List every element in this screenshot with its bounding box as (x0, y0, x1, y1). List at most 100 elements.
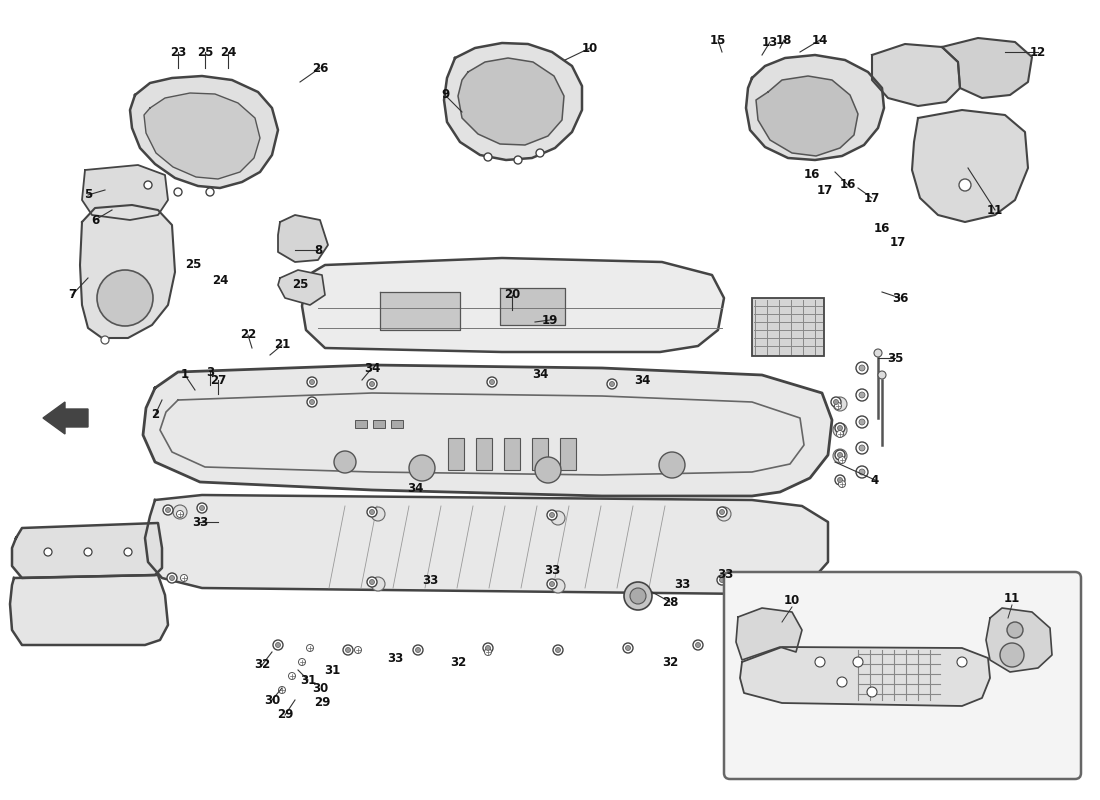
Polygon shape (912, 110, 1028, 222)
Circle shape (273, 640, 283, 650)
Circle shape (167, 573, 177, 583)
Circle shape (309, 399, 315, 405)
Circle shape (717, 575, 727, 585)
Polygon shape (872, 44, 960, 106)
Text: 33: 33 (422, 574, 438, 586)
Circle shape (959, 179, 971, 191)
Text: 33: 33 (543, 563, 560, 577)
Circle shape (836, 430, 844, 438)
Polygon shape (458, 58, 564, 145)
Circle shape (288, 673, 296, 679)
Text: 4: 4 (871, 474, 879, 486)
Circle shape (856, 362, 868, 374)
Circle shape (371, 507, 385, 521)
Circle shape (719, 510, 725, 514)
Circle shape (275, 642, 280, 647)
Circle shape (124, 548, 132, 556)
Bar (752, 298, 824, 356)
Text: 13: 13 (762, 35, 778, 49)
Circle shape (370, 579, 374, 585)
Text: 2: 2 (151, 409, 160, 422)
Circle shape (626, 646, 630, 650)
Text: 6: 6 (91, 214, 99, 226)
Text: 9: 9 (441, 89, 449, 102)
Circle shape (370, 382, 374, 386)
Polygon shape (145, 495, 828, 594)
Circle shape (298, 658, 306, 666)
Polygon shape (756, 76, 858, 156)
Text: 34: 34 (634, 374, 650, 386)
Circle shape (370, 510, 374, 514)
Polygon shape (278, 270, 324, 305)
Polygon shape (80, 205, 175, 338)
Circle shape (834, 399, 838, 405)
Circle shape (837, 677, 847, 687)
Text: 34: 34 (531, 367, 548, 381)
Circle shape (163, 505, 173, 515)
Circle shape (623, 643, 632, 653)
Circle shape (367, 379, 377, 389)
Circle shape (624, 582, 652, 610)
Circle shape (409, 455, 434, 481)
Circle shape (695, 642, 701, 647)
FancyBboxPatch shape (724, 572, 1081, 779)
Circle shape (536, 149, 544, 157)
Text: 10: 10 (784, 594, 800, 606)
Circle shape (835, 423, 845, 433)
Bar (355, 420, 367, 428)
Circle shape (630, 588, 646, 604)
Polygon shape (942, 38, 1032, 98)
Circle shape (1000, 643, 1024, 667)
Circle shape (334, 451, 356, 473)
Circle shape (174, 188, 182, 196)
Text: 33: 33 (717, 569, 733, 582)
Circle shape (197, 503, 207, 513)
Circle shape (859, 445, 865, 451)
Polygon shape (143, 365, 832, 496)
Circle shape (367, 507, 377, 517)
Bar (476, 438, 492, 470)
Circle shape (547, 510, 557, 520)
Text: 30: 30 (264, 694, 280, 706)
Polygon shape (12, 523, 162, 578)
Circle shape (837, 453, 843, 458)
Text: 16: 16 (804, 167, 821, 181)
Circle shape (307, 377, 317, 387)
Circle shape (859, 469, 865, 475)
Circle shape (957, 657, 967, 667)
Circle shape (206, 188, 214, 196)
Text: 12: 12 (1030, 46, 1046, 58)
Circle shape (874, 349, 882, 357)
Circle shape (169, 575, 175, 581)
Circle shape (550, 513, 554, 518)
Circle shape (859, 392, 865, 398)
Circle shape (717, 507, 727, 517)
Circle shape (815, 657, 825, 667)
Text: eBay: eBay (255, 356, 544, 520)
Circle shape (856, 442, 868, 454)
Circle shape (97, 270, 153, 326)
Text: 26: 26 (311, 62, 328, 74)
Circle shape (835, 475, 845, 485)
Circle shape (343, 645, 353, 655)
Circle shape (144, 181, 152, 189)
Bar (373, 420, 385, 428)
Text: 10: 10 (582, 42, 598, 54)
Text: 11: 11 (987, 203, 1003, 217)
Circle shape (607, 379, 617, 389)
Text: 17: 17 (817, 183, 833, 197)
Text: 14: 14 (812, 34, 828, 46)
Text: 17: 17 (890, 235, 906, 249)
Circle shape (553, 645, 563, 655)
Text: 22: 22 (240, 329, 256, 342)
Circle shape (719, 578, 725, 582)
Circle shape (867, 687, 877, 697)
Text: 33: 33 (191, 515, 208, 529)
Circle shape (101, 336, 109, 344)
Text: 34: 34 (364, 362, 381, 374)
Text: 34: 34 (407, 482, 424, 494)
Circle shape (835, 402, 842, 410)
Polygon shape (130, 76, 278, 188)
Circle shape (514, 156, 522, 164)
Circle shape (833, 423, 847, 437)
